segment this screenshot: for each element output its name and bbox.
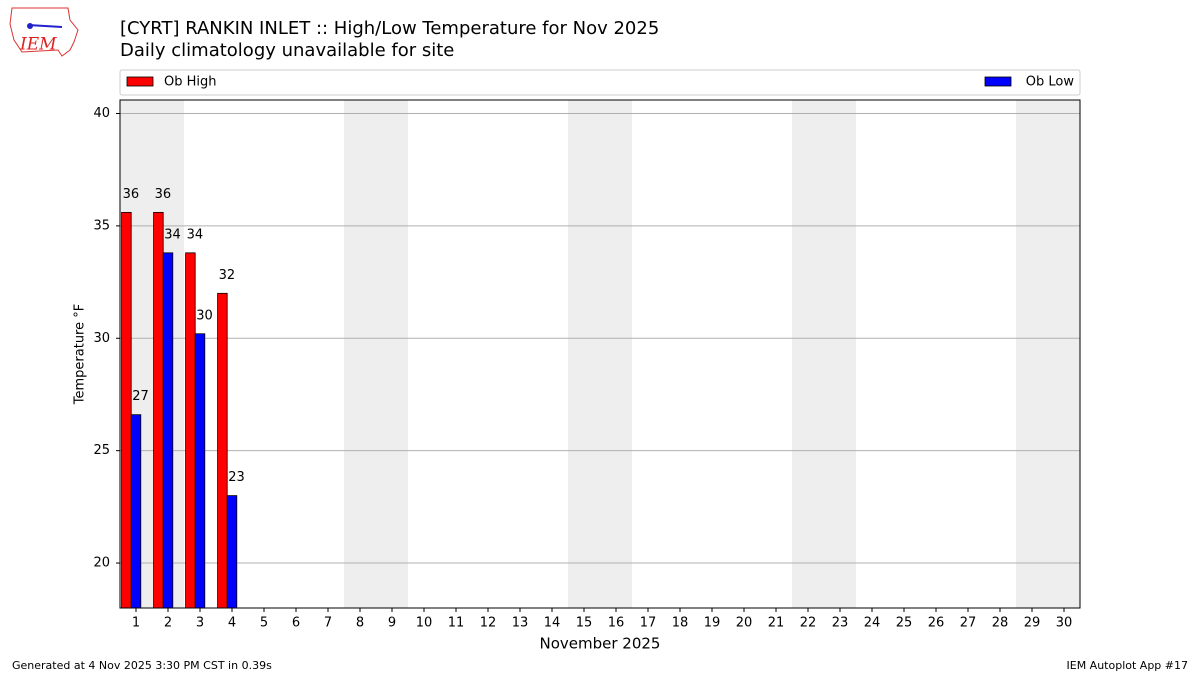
bar [162,252,174,609]
value-label: 34 [164,227,181,242]
x-tick-label: 15 [576,616,593,631]
x-tick-label: 8 [356,616,364,631]
footer-left: Generated at 4 Nov 2025 3:30 PM CST in 0… [12,659,272,672]
y-tick-label: 25 [93,443,110,458]
x-axis-label: November 2025 [540,635,661,653]
chart-title: [CYRT] RANKIN INLET :: High/Low Temperat… [120,18,659,39]
bar [121,211,132,609]
legend-label: Ob High [164,75,217,90]
weekend-shade [568,100,632,608]
logo-text: IEM [19,35,57,55]
x-tick-label: 16 [608,616,625,631]
x-tick-label: 4 [228,616,236,631]
logo: IEM [9,7,79,57]
bar [217,292,228,609]
x-tick-label: 29 [1024,616,1041,631]
x-tick-label: 18 [672,616,689,631]
value-label: 23 [228,470,245,485]
x-tick-label: 26 [928,616,945,631]
x-tick-label: 20 [736,616,753,631]
x-tick-label: 7 [324,616,332,631]
value-label: 30 [196,308,213,323]
bar [185,252,196,609]
legend-swatch [126,76,154,87]
x-tick-label: 2 [164,616,172,631]
y-tick-label: 30 [93,331,110,346]
value-label: 36 [155,187,172,202]
value-label: 36 [123,187,140,202]
x-tick-label: 12 [480,616,497,631]
plot-frame [119,99,1081,609]
x-tick-label: 6 [292,616,300,631]
bar [130,414,142,609]
x-tick-label: 9 [388,616,396,631]
weekend-shade [1016,100,1080,608]
weekend-shade [792,100,856,608]
chart-subtitle: Daily climatology unavailable for site [120,40,454,61]
x-tick-label: 22 [800,616,817,631]
x-tick-label: 19 [704,616,721,631]
value-label: 34 [187,227,204,242]
value-label: 32 [219,268,236,283]
x-tick-label: 1 [132,616,140,631]
x-tick-label: 11 [448,616,465,631]
x-tick-label: 13 [512,616,529,631]
x-tick-label: 28 [992,616,1009,631]
y-tick-label: 20 [93,556,110,571]
footer-right: IEM Autoplot App #17 [1067,659,1189,672]
x-tick-label: 3 [196,616,204,631]
y-tick-label: 35 [93,218,110,233]
x-tick-label: 23 [832,616,849,631]
bar [153,211,164,609]
x-tick-label: 10 [416,616,433,631]
weekend-shade [344,100,408,608]
legend-swatch [984,76,1012,87]
bar [194,333,206,609]
x-tick-label: 21 [768,616,785,631]
legend-label: Ob Low [1026,75,1075,90]
y-tick-label: 40 [93,106,110,121]
x-tick-label: 17 [640,616,657,631]
bar [226,495,238,609]
x-tick-label: 27 [960,616,977,631]
legend-box [119,69,1081,96]
x-tick-label: 25 [896,616,913,631]
y-axis-label: Temperature °F [73,304,88,405]
value-label: 27 [132,389,149,404]
x-tick-label: 24 [864,616,881,631]
x-tick-label: 5 [260,616,268,631]
x-tick-label: 30 [1056,616,1073,631]
x-tick-label: 14 [544,616,561,631]
